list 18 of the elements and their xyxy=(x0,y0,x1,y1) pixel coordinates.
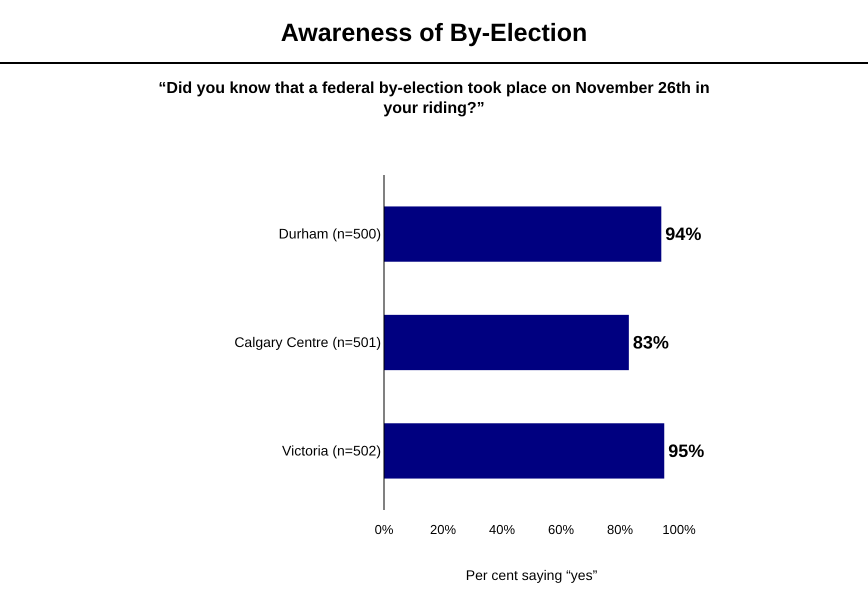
chart-title: Awareness of By-Election xyxy=(280,19,588,47)
data-label: 83% xyxy=(632,332,669,352)
data-label: 95% xyxy=(668,440,704,461)
bar xyxy=(384,206,662,262)
y-tick-label: Victoria (n=502) xyxy=(282,442,381,458)
data-label: 94% xyxy=(665,224,702,244)
x-tick-label: 60% xyxy=(548,522,574,538)
x-tick-label: 20% xyxy=(430,522,456,538)
x-axis-title: Per cent saying “yes” xyxy=(466,567,598,583)
x-tick-label: 100% xyxy=(662,522,696,538)
chart-subtitle: “Did you know that a federal by-election took place on November 26th in your riding?” xyxy=(158,80,710,117)
y-tick-label: Durham (n=500) xyxy=(278,226,381,242)
x-tick-label: 40% xyxy=(488,522,516,538)
x-tick-label: 0% xyxy=(374,522,394,538)
bar xyxy=(384,423,664,479)
x-tick-label: 80% xyxy=(606,522,634,538)
bar xyxy=(384,314,629,370)
y-tick-label: Calgary Centre (n=501) xyxy=(234,334,381,350)
